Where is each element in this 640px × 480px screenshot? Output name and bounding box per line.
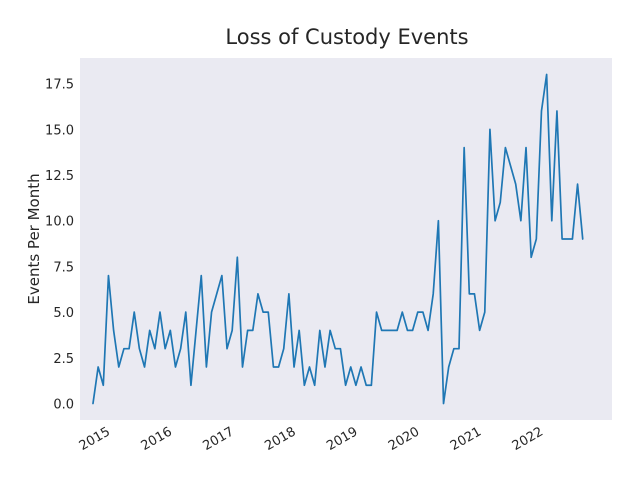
x-tick-labels: 2015 2016 2017 2018 2019 2020 2021 2022 (77, 424, 546, 454)
y-tick-label: 7.5 (53, 260, 74, 275)
y-axis-label: Events Per Month (25, 173, 43, 304)
x-tick-label: 2016 (139, 424, 175, 454)
x-tick-label: 2017 (200, 424, 236, 454)
y-tick-label: 10.0 (45, 215, 74, 230)
y-tick-label: 15.0 (45, 123, 74, 138)
y-tick-labels: 0.0 2.5 5.0 7.5 10.0 12.5 15.0 17.5 (45, 78, 74, 413)
y-tick-label: 2.5 (53, 352, 74, 367)
y-tick-label: 0.0 (53, 398, 74, 413)
y-tick-label: 12.5 (45, 169, 74, 184)
x-tick-label: 2021 (448, 424, 484, 454)
x-tick-label: 2018 (262, 424, 298, 454)
x-tick-label: 2015 (77, 424, 113, 454)
series-line (92, 73, 584, 405)
x-tick-label: 2019 (324, 424, 360, 454)
y-tick-label: 5.0 (53, 306, 74, 321)
chart-title: Loss of Custody Events (225, 25, 468, 49)
y-tick-label: 17.5 (45, 78, 74, 93)
plot-background (80, 58, 612, 420)
x-tick-label: 2022 (510, 424, 546, 454)
x-tick-label: 2020 (386, 424, 422, 454)
